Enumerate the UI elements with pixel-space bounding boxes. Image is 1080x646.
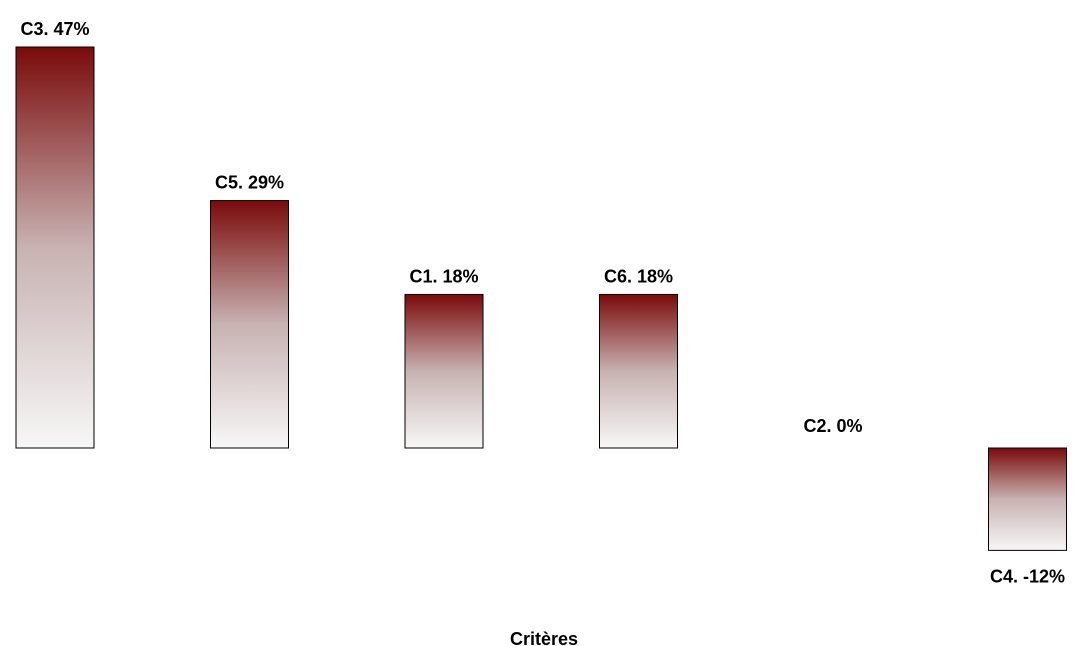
bar-c6 [599,293,678,449]
data-labels-group: C3. 47% C5. 29% C1. 18% C6. 18% C2. 0% C4. -1… [20,19,1065,586]
bar-c1 [404,293,484,449]
bar-c5 [210,200,289,449]
bar-c4 [988,447,1067,551]
x-axis-title: Critères [510,629,578,646]
data-label-c6: C6. 18% [604,266,673,286]
data-label-c2: C2. 0% [803,416,862,436]
data-label-c1: C1. 18% [409,266,478,286]
bars-group [15,46,1067,551]
data-label-c5: C5. 29% [215,173,284,193]
data-label-c4: C4. -12% [990,566,1065,586]
data-label-c3: C3. 47% [20,19,89,39]
bar-c3 [15,46,95,449]
